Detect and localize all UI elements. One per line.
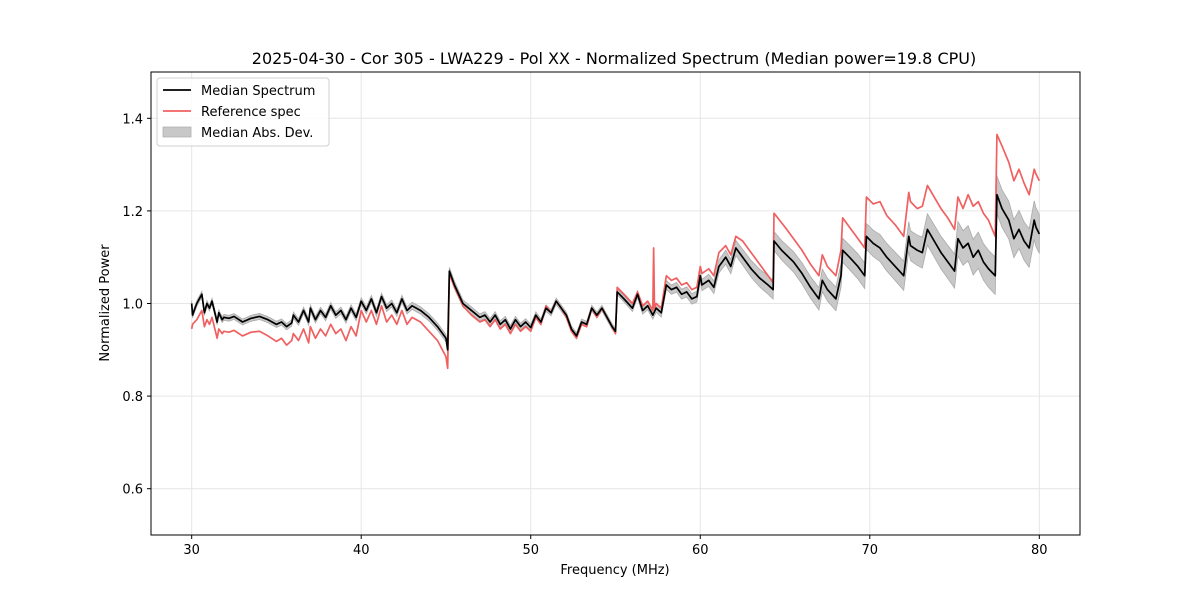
x-tick-label: 40 [353, 543, 370, 558]
y-tick-label: 0.8 [122, 390, 143, 405]
median-spectrum-line [190, 193, 1041, 351]
x-tick-label: 60 [692, 543, 709, 558]
x-axis-label: Frequency (MHz) [560, 563, 669, 578]
legend-label-median: Median Spectrum [201, 84, 315, 99]
x-tick-label: 80 [1031, 543, 1048, 558]
series-layer [190, 133, 1041, 370]
axis-ticks: 30 40 50 60 70 80 0.6 0.8 1.0 1.2 1.4 [122, 112, 1047, 558]
x-tick-label: 30 [183, 543, 200, 558]
legend-label-mad: Median Abs. Dev. [201, 126, 313, 141]
x-tick-label: 70 [862, 543, 879, 558]
legend-box [156, 77, 330, 147]
chart-title: 2025-04-30 - Cor 305 - LWA229 - Pol XX -… [252, 49, 976, 68]
y-axis-label: Normalized Power [98, 244, 113, 362]
grid [151, 72, 1080, 535]
y-tick-label: 1.4 [122, 112, 143, 127]
x-tick-label: 50 [522, 543, 539, 558]
y-tick-label: 1.0 [122, 298, 143, 313]
legend-label-reference: Reference spec [201, 105, 301, 120]
legend-mad-patch-icon [162, 126, 192, 138]
y-tick-label: 1.2 [122, 205, 143, 220]
legend: Median Spectrum Reference spec Median Ab… [156, 77, 330, 147]
y-tick-label: 0.6 [122, 483, 143, 498]
